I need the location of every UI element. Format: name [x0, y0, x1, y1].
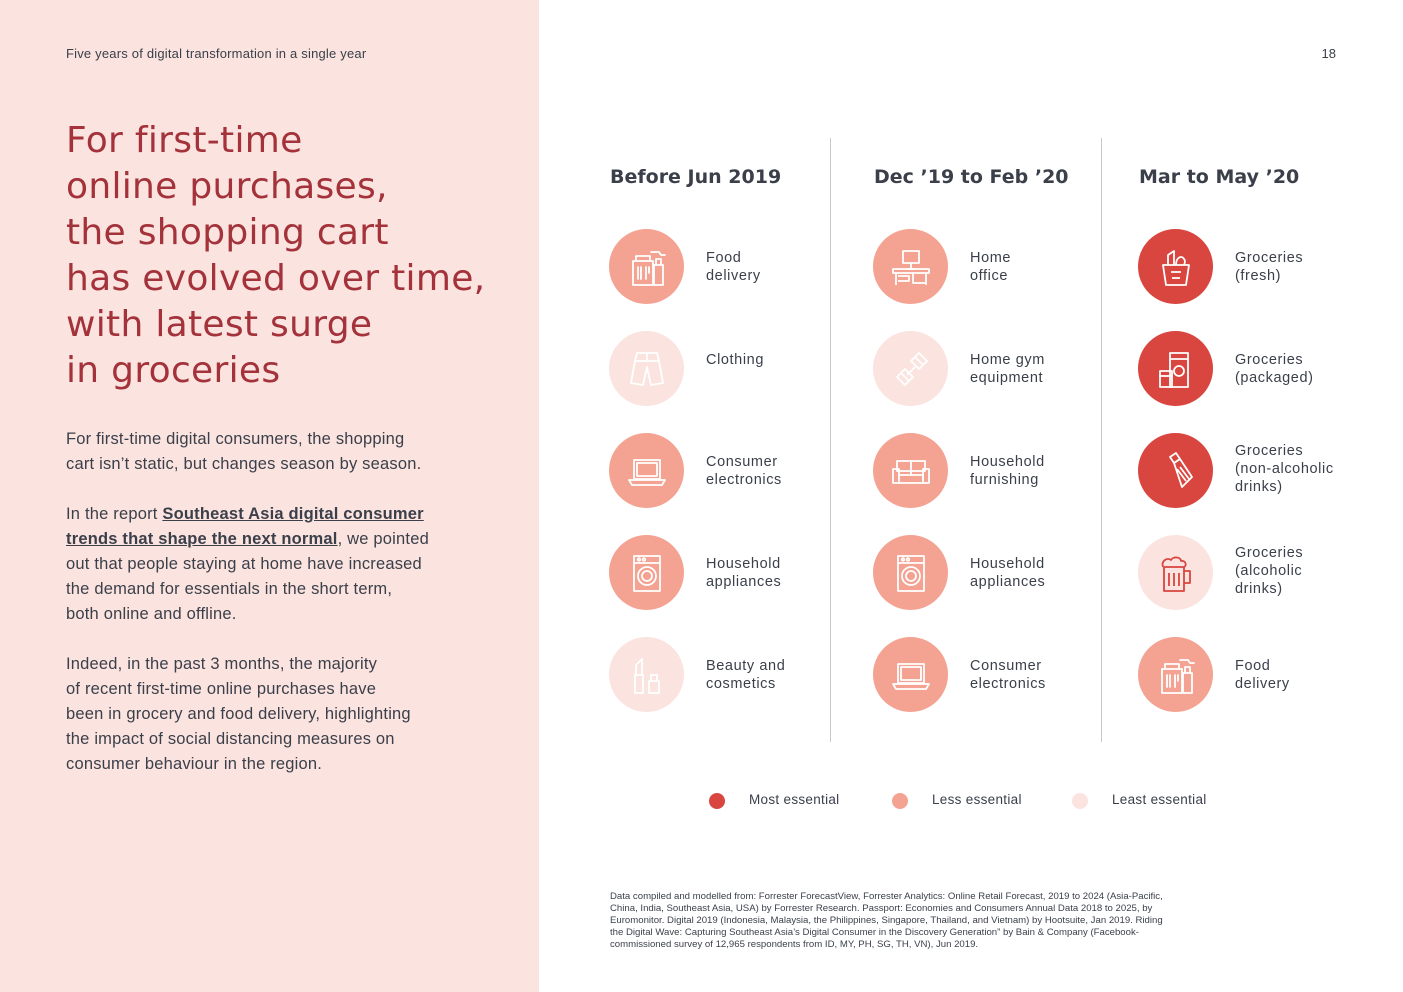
category-label: Groceries (fresh) [1235, 250, 1304, 284]
body-text-rest: , we pointed [337, 530, 429, 548]
footnote-line: Euromonitor. Digital 2019 (Indonesia, Ma… [610, 915, 1163, 926]
category-item-beauty-cosmetics: Beauty and cosmetics [609, 637, 869, 713]
category-label: Groceries (packaged) [1235, 352, 1314, 386]
category-label: Consumer electronics [970, 658, 1046, 692]
headline-line: has evolved over time, [66, 258, 486, 299]
category-item-household-appliances: Household appliances [609, 535, 869, 611]
running-head: Five years of digital transformation in … [66, 46, 367, 61]
category-item-groceries-alcoholic: Groceries (alcoholic drinks) [1138, 535, 1398, 611]
food-delivery-icon [609, 229, 684, 304]
body-line: been in grocery and food delivery, highl… [66, 705, 411, 723]
category-label: Food delivery [1235, 658, 1290, 692]
beer-mug-icon [1138, 535, 1213, 610]
laptop-icon [873, 637, 948, 712]
category-item-food-delivery: Food delivery [1138, 637, 1398, 713]
body-paragraph-3: Indeed, in the past 3 months, the majori… [66, 652, 486, 777]
footnote-line: Data compiled and modelled from: Forrest… [610, 891, 1163, 902]
category-label: Home gym equipment [970, 352, 1045, 386]
category-label: Household appliances [706, 556, 782, 590]
column-header-dec-to-feb: Dec ’19 to Feb ’20 [874, 166, 1069, 188]
category-item-groceries-non-alcoholic: Groceries (non-alcoholic drinks) [1138, 433, 1398, 509]
footnote-line: the Digital Wave: Capturing Southeast As… [610, 927, 1139, 938]
body-paragraph-2: In the report Southeast Asia digital con… [66, 502, 486, 627]
column-divider [830, 138, 831, 742]
body-line: out that people staying at home have inc… [66, 555, 422, 573]
category-label: Groceries (non-alcoholic drinks) [1235, 443, 1334, 495]
sofa-icon [873, 433, 948, 508]
category-item-food-delivery: Food delivery [609, 229, 869, 305]
category-label: Consumer electronics [706, 454, 782, 488]
dumbbell-icon [873, 331, 948, 406]
headline-line: the shopping cart [66, 212, 389, 253]
body-line: both online and offline. [66, 605, 237, 623]
category-label: Household appliances [970, 556, 1046, 590]
category-item-groceries-packaged: Groceries (packaged) [1138, 331, 1398, 407]
packaged-food-icon [1138, 331, 1213, 406]
column-header-mar-to-may: Mar to May ’20 [1139, 166, 1300, 188]
legend-label: Most essential [749, 792, 840, 807]
category-item-consumer-electronics: Consumer electronics [873, 637, 1133, 713]
clothing-icon [609, 331, 684, 406]
left-panel [0, 0, 539, 992]
legend-label: Less essential [932, 792, 1022, 807]
body-line: cart isn’t static, but changes season by… [66, 455, 422, 473]
headline-line: with latest surge [66, 304, 373, 345]
page-number: 18 [1321, 46, 1336, 61]
body-line: the impact of social distancing measures… [66, 730, 395, 748]
body-paragraph-1: For first-time digital consumers, the sh… [66, 427, 486, 477]
washing-machine-icon [873, 535, 948, 610]
footnote-line: China, India, Southeast Asia, USA) by Fo… [610, 903, 1153, 914]
category-item-consumer-electronics: Consumer electronics [609, 433, 869, 509]
category-label: Beauty and cosmetics [706, 658, 786, 692]
headline-line: in groceries [66, 350, 281, 391]
body-line: of recent first-time online purchases ha… [66, 680, 377, 698]
body-text-intro: In the report [66, 505, 163, 523]
category-item-household-appliances: Household appliances [873, 535, 1133, 611]
legend-label: Least essential [1112, 792, 1207, 807]
legend-dot [709, 793, 725, 809]
column-divider [1101, 138, 1102, 742]
category-label: Groceries (alcoholic drinks) [1235, 545, 1304, 597]
legend-dot [892, 793, 908, 809]
category-item-groceries-fresh: Groceries (fresh) [1138, 229, 1398, 305]
report-link[interactable]: trends that shape the next normal [66, 530, 338, 548]
body-line: the demand for essentials in the short t… [66, 580, 393, 598]
laptop-icon [609, 433, 684, 508]
headline-line: For first-time [66, 120, 303, 161]
page-title: For first-time online purchases, the sho… [66, 118, 516, 394]
home-office-icon [873, 229, 948, 304]
legend-dot [1072, 793, 1088, 809]
category-item-household-furnishing: Household furnishing [873, 433, 1133, 509]
footnote-line: commissioned survey of 12,965 respondent… [610, 939, 979, 950]
cosmetics-icon [609, 637, 684, 712]
column-header-before-jun-2019: Before Jun 2019 [610, 166, 782, 188]
headline-line: online purchases, [66, 166, 388, 207]
category-item-clothing: Clothing [609, 331, 869, 407]
source-footnote: Data compiled and modelled from: Forrest… [610, 891, 1270, 951]
category-label: Home office [970, 250, 1012, 284]
category-label: Household furnishing [970, 454, 1045, 488]
food-delivery-icon [1138, 637, 1213, 712]
bottle-icon [1138, 433, 1213, 508]
washing-machine-icon [609, 535, 684, 610]
report-link[interactable]: Southeast Asia digital consumer [162, 505, 424, 523]
body-line: consumer behaviour in the region. [66, 755, 323, 773]
body-line: In the report Southeast Asia digital con… [66, 502, 486, 527]
category-item-home-office: Home office [873, 229, 1133, 305]
category-label: Clothing [706, 352, 764, 368]
category-item-home-gym: Home gym equipment [873, 331, 1133, 407]
body-line: Indeed, in the past 3 months, the majori… [66, 655, 378, 673]
category-label: Food delivery [706, 250, 761, 284]
body-line: trends that shape the next normal, we po… [66, 527, 486, 552]
body-line: For first-time digital consumers, the sh… [66, 430, 405, 448]
grocery-bag-icon [1138, 229, 1213, 304]
